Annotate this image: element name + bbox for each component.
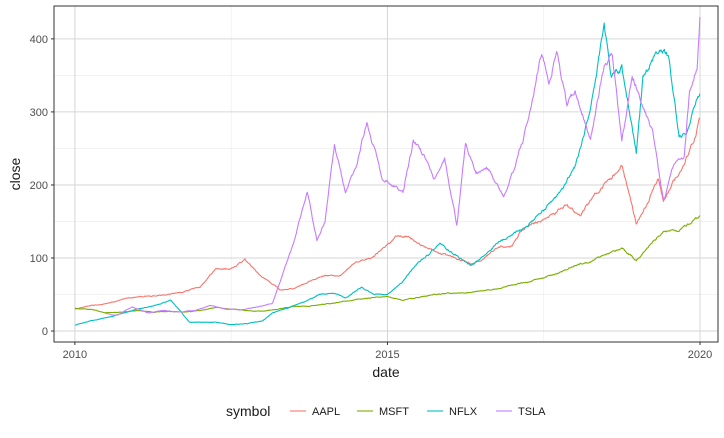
y-tick-label: 200 — [30, 180, 48, 192]
legend-label-aapl: AAPL — [312, 406, 340, 418]
series-line-tsla — [105, 16, 701, 316]
y-tick-label: 300 — [30, 107, 48, 119]
legend-label-nflx: NFLX — [449, 406, 478, 418]
x-axis-title: date — [372, 364, 399, 380]
series-line-aapl — [74, 117, 701, 310]
y-axis-title: close — [7, 157, 23, 190]
legend-label-tsla: TSLA — [518, 406, 546, 418]
y-tick-label: 0 — [42, 326, 48, 338]
y-tick-label: 400 — [30, 34, 48, 46]
legend: symbol AAPL MSFT NFLX TSLA — [226, 403, 546, 419]
legend-title: symbol — [226, 403, 270, 419]
x-tick-label: 2010 — [63, 349, 87, 361]
x-axis: 2010 2015 2020 — [63, 342, 712, 361]
x-tick-label: 2015 — [375, 349, 399, 361]
x-tick-label: 2020 — [688, 349, 712, 361]
y-tick-label: 100 — [30, 253, 48, 265]
y-axis: 0 100 200 300 400 — [30, 34, 54, 338]
major-gridlines — [54, 6, 718, 342]
series-layer — [74, 16, 701, 326]
series-line-nflx — [74, 22, 701, 326]
plot-border — [53, 5, 719, 343]
legend-label-msft: MSFT — [379, 406, 409, 418]
plot-panel — [54, 6, 718, 342]
